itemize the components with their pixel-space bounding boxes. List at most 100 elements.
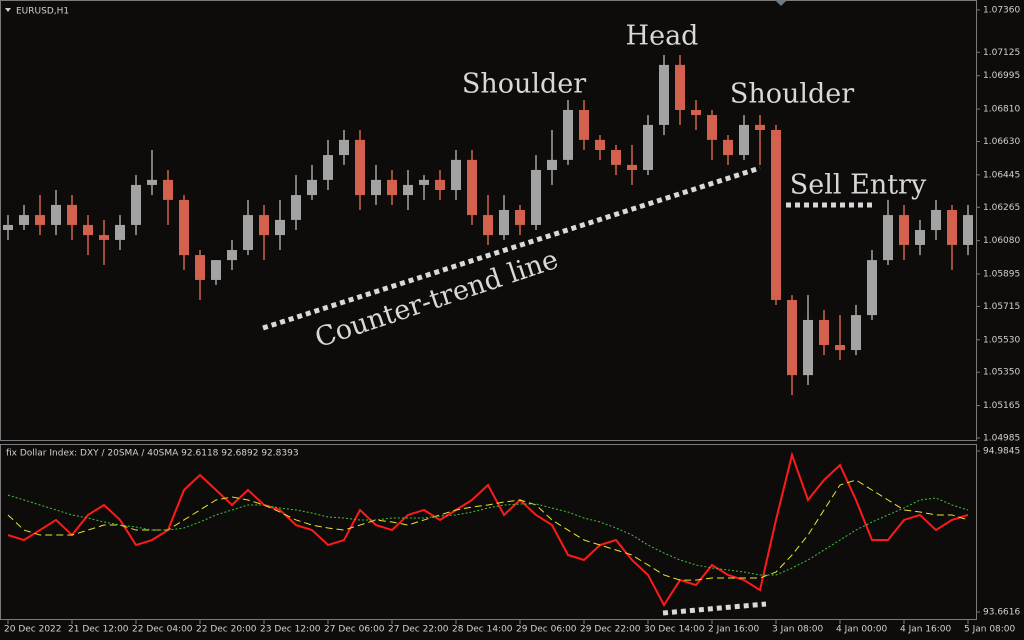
x-tick-label: 4 Jan 00:00	[836, 625, 888, 635]
indicator-title: fix Dollar Index: DXY / 20SMA / 40SMA 92…	[6, 449, 299, 459]
candle-body	[355, 139, 365, 196]
y-tick-label: 1.05530	[983, 335, 1020, 345]
candle-body	[179, 199, 189, 256]
x-tick-label: 30 Dec 14:00	[644, 625, 705, 635]
candle-body	[563, 109, 573, 160]
candle-body	[195, 255, 205, 280]
candle-body	[403, 184, 413, 196]
y-tick-label: 1.06995	[983, 71, 1020, 81]
x-tick-label: 28 Dec 14:00	[452, 625, 513, 635]
candle-body	[291, 195, 301, 220]
candle-body	[483, 215, 493, 236]
candle-body	[515, 210, 525, 225]
candle-body	[755, 124, 765, 130]
candle-body	[883, 215, 893, 261]
candle-body	[339, 139, 349, 156]
candle-body	[915, 230, 925, 245]
candle-body	[851, 315, 861, 351]
x-tick-label: 27 Dec 22:00	[388, 625, 449, 635]
candle-body	[947, 210, 957, 245]
candle-body	[451, 159, 461, 190]
candle-body	[67, 204, 77, 225]
candle-body	[275, 219, 285, 236]
candle-body	[211, 260, 221, 280]
trend-line	[262, 165, 761, 331]
candle-body	[435, 179, 445, 190]
candle-body	[3, 224, 13, 231]
x-tick-label: 29 Dec 06:00	[516, 625, 577, 635]
candle-body	[819, 319, 829, 346]
candle-body	[307, 179, 317, 196]
candle-body	[595, 139, 605, 150]
indicator-line	[7, 494, 969, 576]
candle-body	[323, 155, 333, 180]
candle-body	[867, 260, 877, 316]
y-tick-label: 93.6616	[983, 608, 1020, 618]
y-tick-label: 1.05165	[983, 401, 1020, 411]
candle-body	[35, 215, 45, 225]
annotation: Head	[626, 21, 699, 52]
annotation: Shoulder	[462, 69, 586, 100]
candle-body	[659, 64, 669, 125]
candle-body	[803, 319, 813, 376]
x-tick-label: 5 Jan 08:00	[964, 625, 1016, 635]
candle-body	[19, 215, 29, 225]
indicator-panel	[0, 444, 977, 620]
x-tick-label: 29 Dec 22:00	[580, 625, 641, 635]
y-tick-label: 1.05350	[983, 368, 1020, 378]
candle-body	[627, 164, 637, 170]
candle-body	[835, 345, 845, 351]
x-tick-label: 2 Jan 16:00	[708, 625, 760, 635]
y-tick-label: 1.07125	[983, 48, 1020, 58]
candle-body	[771, 129, 781, 300]
main-panel	[0, 0, 977, 441]
candle-body	[963, 215, 973, 245]
candle-body	[931, 210, 941, 231]
x-tick-label: 3 Jan 08:00	[772, 625, 824, 635]
candle-body	[531, 169, 541, 225]
y-tick-label: 1.06630	[983, 137, 1020, 147]
x-tick-label: 22 Dec 04:00	[132, 625, 193, 635]
candle-body	[579, 109, 589, 140]
candle-body	[371, 179, 381, 196]
y-tick-label: 1.06810	[983, 105, 1020, 115]
y-tick-label: 1.05715	[983, 302, 1020, 312]
annotation-lines	[262, 165, 876, 616]
candle-body	[707, 115, 717, 140]
annotation: Shoulder	[730, 79, 854, 110]
candle-body	[691, 109, 701, 116]
candle-body	[499, 210, 509, 236]
y-tick-label: 1.07360	[983, 5, 1020, 15]
y-tick-label: 1.05895	[983, 269, 1020, 279]
candle-body	[899, 215, 909, 245]
candle-body	[643, 124, 653, 170]
y-tick-label: 1.06265	[983, 203, 1020, 213]
x-tick-label: 23 Dec 12:00	[260, 625, 321, 635]
candle-body	[611, 149, 621, 165]
candle-body	[387, 179, 397, 196]
candle-body	[675, 64, 685, 110]
y-tick-label: 1.06445	[983, 170, 1020, 180]
x-tick-label: 27 Dec 06:00	[324, 625, 385, 635]
shift-marker	[776, 1, 786, 6]
candle-body	[115, 224, 125, 240]
x-tick-label: 20 Dec 2022	[4, 625, 62, 635]
candle-body	[467, 159, 477, 216]
candle-body	[739, 124, 749, 156]
y-tick-label: 94.9845	[983, 446, 1020, 456]
menu-arrow	[5, 8, 11, 12]
candle-body	[787, 299, 797, 376]
x-tick-label: 22 Dec 20:00	[196, 625, 257, 635]
candle-body	[131, 184, 141, 225]
candle-body	[419, 179, 429, 185]
candle-body	[227, 250, 237, 261]
candle-body	[259, 215, 269, 236]
candle-body	[51, 204, 61, 225]
candle-body	[99, 235, 109, 240]
y-tick-label: 1.04985	[983, 434, 1020, 444]
candle-body	[547, 159, 557, 170]
candle-body	[83, 224, 93, 236]
chart-title: EURUSD,H1	[16, 7, 69, 17]
